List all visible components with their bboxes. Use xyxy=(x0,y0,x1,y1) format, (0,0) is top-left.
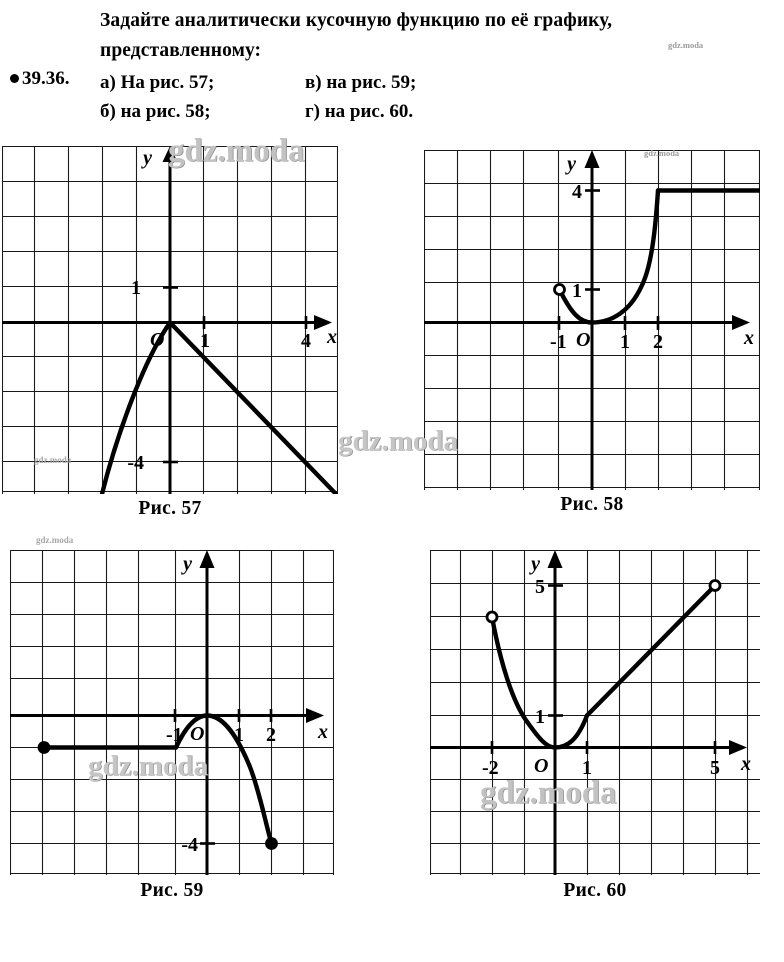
rising-line xyxy=(584,583,718,718)
figure-60-caption: Рис. 60 xyxy=(563,880,627,901)
origin-label: O xyxy=(576,329,590,351)
y-axis-arrow xyxy=(199,550,215,568)
item-g: г) на рис. 60. xyxy=(305,101,414,122)
origin-label: O xyxy=(534,755,548,777)
figure-57-caption: Рис. 57 xyxy=(138,498,202,519)
curve-group xyxy=(99,320,338,494)
parabola-branch xyxy=(99,320,173,494)
y-axis-label: y xyxy=(181,553,192,575)
open-endpoint-marker-right xyxy=(708,579,722,592)
x-axis-arrow xyxy=(314,315,332,330)
axis-ticks xyxy=(173,709,273,845)
figure-59-plot: -4 -1 1 2 O x y xyxy=(10,550,334,875)
ytick-1: 1 xyxy=(131,277,141,299)
figure-59: -4 -1 1 2 O x y Рис. 59 xyxy=(10,550,334,901)
y-axis-label: y xyxy=(529,553,540,575)
item-b: б) на рис. 58; xyxy=(100,101,211,122)
x-axis-label: x xyxy=(326,326,337,348)
grid-lines xyxy=(430,550,760,875)
figure-57-plot: 1 -4 1 4 O x y xyxy=(2,146,338,494)
figure-59-caption: Рис. 59 xyxy=(140,880,204,901)
figure-58: 4 1 -1 1 2 O x y Рис. 58 xyxy=(424,150,760,515)
parabola-down xyxy=(173,713,274,846)
xtick-2: 2 xyxy=(266,724,276,746)
xtick-1: 1 xyxy=(234,724,244,746)
bullet-icon xyxy=(10,73,19,83)
grid-lines xyxy=(10,550,334,875)
ytick-1: 1 xyxy=(535,706,545,728)
ytick-minus4: -4 xyxy=(181,834,198,856)
x-axis-label: x xyxy=(740,753,751,775)
filled-endpoint-marker-right xyxy=(265,837,278,850)
xtick-1: 1 xyxy=(200,330,210,352)
exercise-number-label: 39.36. xyxy=(22,68,70,89)
ytick-1: 1 xyxy=(572,280,582,302)
axes xyxy=(10,550,324,875)
parabola-segment xyxy=(557,188,661,325)
x-axis-arrow xyxy=(732,315,750,330)
origin-label: O xyxy=(150,329,164,351)
figure-58-plot: 4 1 -1 1 2 O x y xyxy=(424,150,760,490)
axis-text: 4 1 -1 1 2 O x y xyxy=(550,153,754,353)
item-v: в) на рис. 59; xyxy=(305,72,417,93)
x-axis-label: x xyxy=(743,327,754,349)
curve-group xyxy=(489,583,718,750)
axes xyxy=(430,550,747,875)
figure-60-plot: 5 1 -2 1 5 O x y xyxy=(430,550,760,875)
y-axis-label: y xyxy=(141,147,152,169)
y-axis-arrow xyxy=(584,150,600,168)
curve-group xyxy=(557,188,760,325)
parabola-left xyxy=(489,614,558,750)
y-axis-label: y xyxy=(565,153,576,175)
axis-ticks xyxy=(557,189,660,330)
ytick-minus4: -4 xyxy=(127,452,144,474)
x-axis-arrow xyxy=(306,708,324,723)
statement-line-2: представленному: xyxy=(100,40,262,61)
y-axis-arrow xyxy=(162,146,178,162)
open-endpoint-marker xyxy=(553,283,566,296)
x-axis-label: x xyxy=(317,721,328,743)
exercise-items: а) На рис. 57; в) на рис. 59; б) на рис.… xyxy=(100,68,600,126)
watermark: gdz.moda xyxy=(36,535,74,545)
filled-endpoint-marker-left xyxy=(37,741,51,754)
ytick-5: 5 xyxy=(535,576,545,598)
axis-text: -4 -1 1 2 O x y xyxy=(166,553,328,856)
ytick-4: 4 xyxy=(572,181,582,203)
axis-text: 5 1 -2 1 5 O x y xyxy=(482,553,751,779)
open-endpoint-marker-left xyxy=(485,610,499,624)
axes xyxy=(424,150,750,490)
curve-group xyxy=(41,713,274,846)
origin-label: O xyxy=(190,723,204,745)
xtick-minus1: -1 xyxy=(550,331,567,353)
axis-ticks xyxy=(490,584,717,754)
figure-58-caption: Рис. 58 xyxy=(560,494,624,515)
xtick-1: 1 xyxy=(582,757,592,779)
figure-57: 1 -4 1 4 O x y Рис. 57 xyxy=(2,146,338,519)
vertex-join xyxy=(552,713,590,750)
xtick-minus2: -2 xyxy=(482,757,499,779)
axis-text: 1 -4 1 4 O x y xyxy=(127,147,337,474)
xtick-1: 1 xyxy=(620,331,630,353)
exercise-row: б) на рис. 58; г) на рис. 60. xyxy=(100,97,600,126)
problem-statement: Задайте аналитически кусочную функцию по… xyxy=(100,6,730,66)
axis-ticks xyxy=(163,286,308,464)
item-a: а) На рис. 57; xyxy=(100,72,215,93)
xtick-4: 4 xyxy=(301,330,311,352)
xtick-minus1: -1 xyxy=(166,724,183,746)
descending-line xyxy=(167,320,338,494)
exercise-number: 39.36. xyxy=(10,68,70,90)
statement-line-1: Задайте аналитически кусочную функцию по… xyxy=(100,10,613,31)
y-axis-arrow xyxy=(547,550,563,568)
xtick-5: 5 xyxy=(710,757,720,779)
exercise-row: а) На рис. 57; в) на рис. 59; xyxy=(100,68,600,97)
xtick-2: 2 xyxy=(653,331,663,353)
x-axis-arrow xyxy=(729,740,747,755)
figure-60: 5 1 -2 1 5 O x y Рис. 60 xyxy=(430,550,760,901)
